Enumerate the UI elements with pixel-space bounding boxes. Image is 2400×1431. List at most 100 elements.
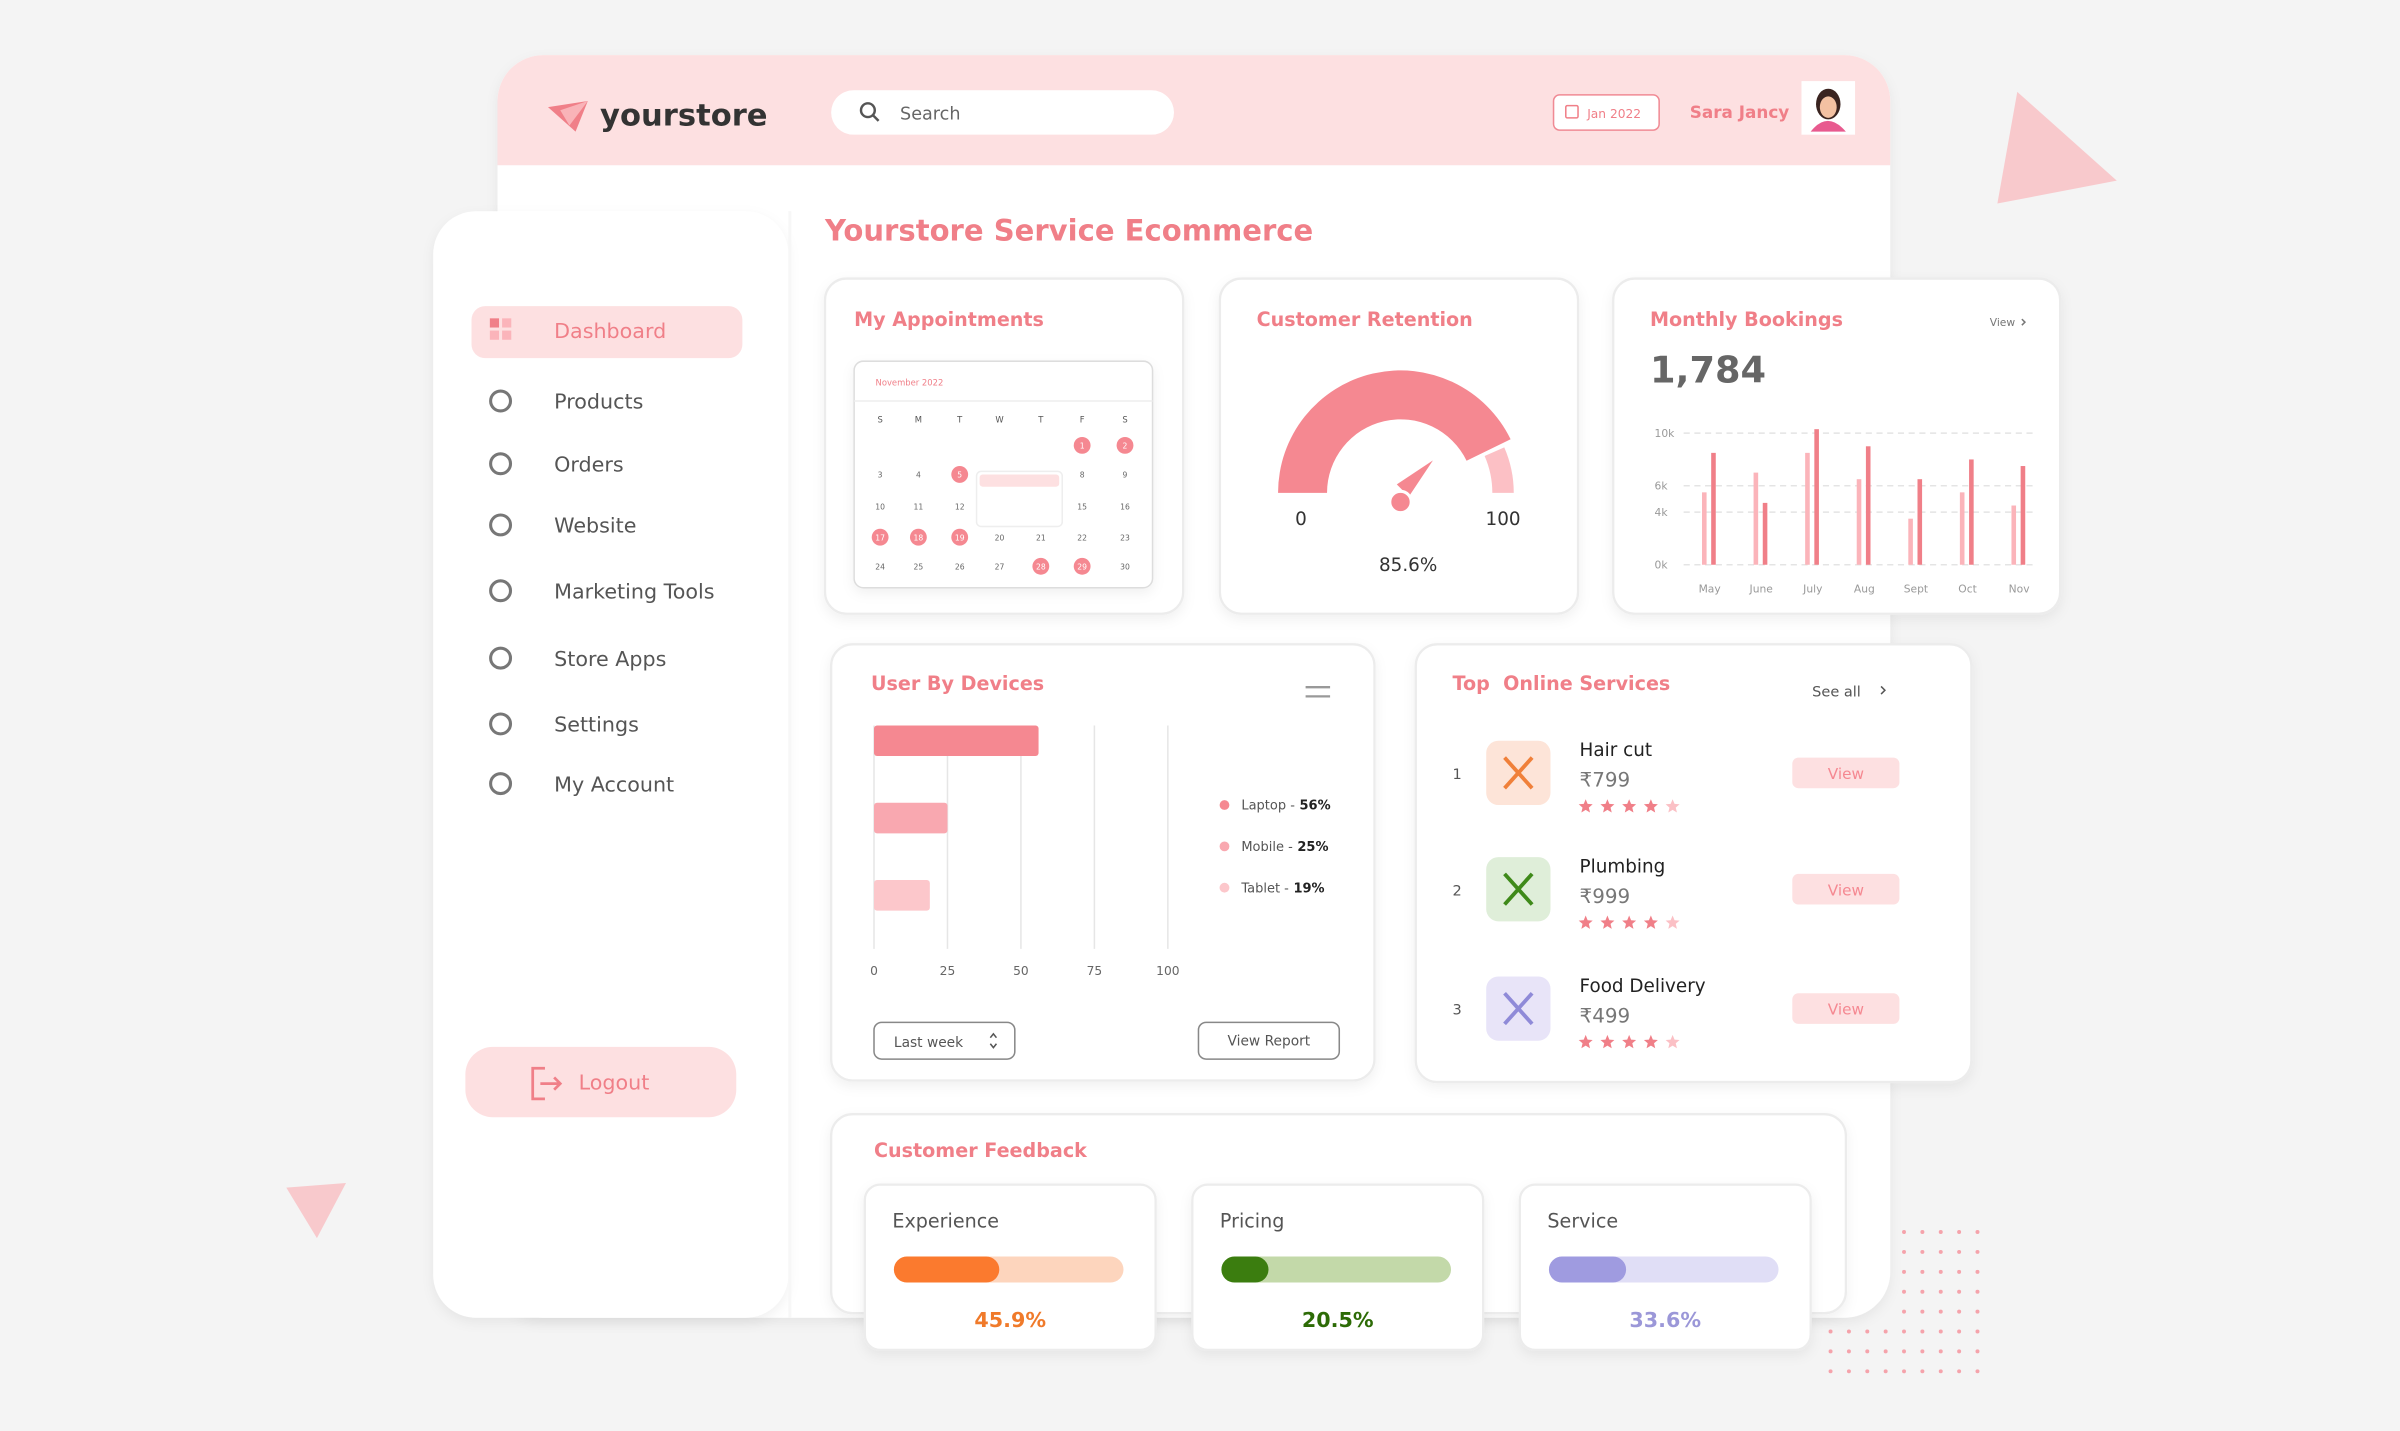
dot bbox=[1902, 1230, 1907, 1235]
sidebar bbox=[433, 211, 789, 1318]
dot bbox=[1846, 1369, 1851, 1374]
dot bbox=[1902, 1269, 1907, 1274]
bar bbox=[1762, 502, 1768, 565]
legend-dot bbox=[1219, 882, 1230, 893]
menu-item[interactable]: My Account bbox=[489, 772, 675, 796]
service-name: Hair cut bbox=[1580, 740, 1652, 761]
menu-label: Products bbox=[554, 390, 643, 414]
x-tick-label: 100 bbox=[1156, 964, 1179, 978]
dot bbox=[1920, 1289, 1925, 1294]
dot bbox=[1938, 1230, 1943, 1235]
highlight bbox=[1116, 436, 1134, 454]
decoration bbox=[286, 1183, 346, 1239]
date: Jan 2022 bbox=[1586, 107, 1641, 121]
rank: 2 bbox=[1453, 883, 1462, 899]
menu-icon bbox=[489, 513, 513, 537]
menu-item[interactable]: Products bbox=[489, 389, 644, 414]
weekday: W bbox=[995, 414, 1004, 424]
dot bbox=[1938, 1369, 1943, 1374]
menu-item[interactable]: Website bbox=[489, 513, 637, 538]
rank: 1 bbox=[1453, 767, 1462, 783]
view-label: View bbox=[1828, 881, 1864, 899]
day: 17 bbox=[875, 533, 885, 542]
menu-item[interactable]: Dashboard bbox=[489, 318, 666, 343]
needle bbox=[1396, 460, 1433, 497]
dot bbox=[1902, 1329, 1907, 1334]
day: 28 bbox=[1036, 562, 1046, 571]
report-button[interactable] bbox=[1197, 1021, 1341, 1060]
search-icon bbox=[859, 102, 876, 119]
day: 5 bbox=[957, 471, 962, 480]
dot bbox=[1902, 1289, 1907, 1294]
bar bbox=[874, 880, 930, 911]
view-link[interactable]: View bbox=[1990, 316, 2016, 329]
divider bbox=[788, 211, 792, 1318]
dot bbox=[1846, 1349, 1851, 1354]
highlight bbox=[951, 528, 969, 546]
bookings-card bbox=[1612, 277, 2062, 615]
dot bbox=[1975, 1249, 1980, 1254]
progress-fill bbox=[893, 1256, 1000, 1283]
dot bbox=[1865, 1369, 1870, 1374]
gauge-value-label: 85.6% bbox=[1379, 555, 1437, 576]
card-title: Monthly Bookings bbox=[1650, 308, 1843, 331]
menu-label: My Account bbox=[554, 772, 674, 796]
day: 26 bbox=[955, 562, 965, 571]
dot bbox=[1920, 1269, 1925, 1274]
menu-icon bbox=[489, 330, 500, 340]
gauge-track bbox=[1484, 447, 1514, 493]
dot bbox=[1920, 1369, 1925, 1374]
x-tick-label: June bbox=[1749, 582, 1774, 595]
y-tick-label: 0k bbox=[1655, 559, 1669, 572]
menu-icon[interactable] bbox=[1305, 686, 1331, 698]
menu-label: Settings bbox=[554, 713, 639, 737]
star bbox=[1665, 799, 1680, 813]
feedback-label: Experience bbox=[892, 1209, 999, 1232]
gauge: 0 100 85.6% bbox=[1278, 370, 1521, 576]
day: 10 bbox=[875, 503, 885, 512]
legend-value: 19% bbox=[1293, 881, 1324, 896]
weekday: F bbox=[1080, 414, 1085, 424]
menu-item[interactable]: Store Apps bbox=[489, 646, 667, 671]
view-button[interactable] bbox=[1792, 757, 1900, 789]
menu-icon bbox=[502, 330, 512, 340]
legend-value: 56% bbox=[1300, 799, 1331, 814]
menu-icon bbox=[489, 389, 513, 413]
menu-item[interactable]: Settings bbox=[489, 712, 639, 737]
period-select[interactable] bbox=[873, 1021, 1016, 1060]
dot bbox=[1975, 1269, 1980, 1274]
view-button[interactable] bbox=[1792, 873, 1900, 905]
menu-item[interactable]: Orders bbox=[489, 452, 624, 476]
day: 9 bbox=[1123, 471, 1128, 480]
dot bbox=[1938, 1249, 1943, 1254]
user-name: Sara Jancy bbox=[1690, 102, 1790, 122]
bar bbox=[1865, 446, 1871, 565]
day: 24 bbox=[875, 562, 885, 571]
x-tick-label: Nov bbox=[2009, 582, 2031, 595]
services-card bbox=[1414, 643, 1973, 1084]
dot bbox=[1957, 1230, 1962, 1235]
menu-label: Orders bbox=[554, 452, 623, 476]
day: 15 bbox=[1077, 503, 1087, 512]
highlight bbox=[951, 466, 969, 483]
legend-label: Laptop - 56% bbox=[1241, 799, 1330, 814]
highlight bbox=[871, 528, 889, 546]
card-title: Customer Retention bbox=[1257, 308, 1473, 331]
services-list: 1 Hair cut ₹799 View 2 Plumbing ₹999 View 3 Food … bbox=[1453, 740, 1900, 1049]
weekday: S bbox=[877, 414, 882, 424]
weekday: S bbox=[1122, 414, 1127, 424]
menu-item[interactable]: Marketing Tools bbox=[489, 579, 715, 603]
view-button[interactable] bbox=[1792, 993, 1900, 1024]
feedback-list: Experience 45.9% Pricing 20.5% Service 33.6% bbox=[863, 1183, 1812, 1352]
dot bbox=[1975, 1309, 1980, 1314]
day: 2 bbox=[1123, 441, 1128, 450]
search[interactable] bbox=[831, 90, 1174, 135]
bar bbox=[1917, 479, 1923, 565]
date-picker[interactable] bbox=[1552, 94, 1660, 131]
highlight bbox=[1032, 557, 1050, 575]
bar bbox=[1969, 459, 1974, 565]
menu-label: Website bbox=[554, 514, 636, 538]
see-all[interactable]: See all bbox=[1812, 684, 1861, 700]
page-title: Yourstore Service Ecommerce bbox=[824, 213, 1313, 247]
